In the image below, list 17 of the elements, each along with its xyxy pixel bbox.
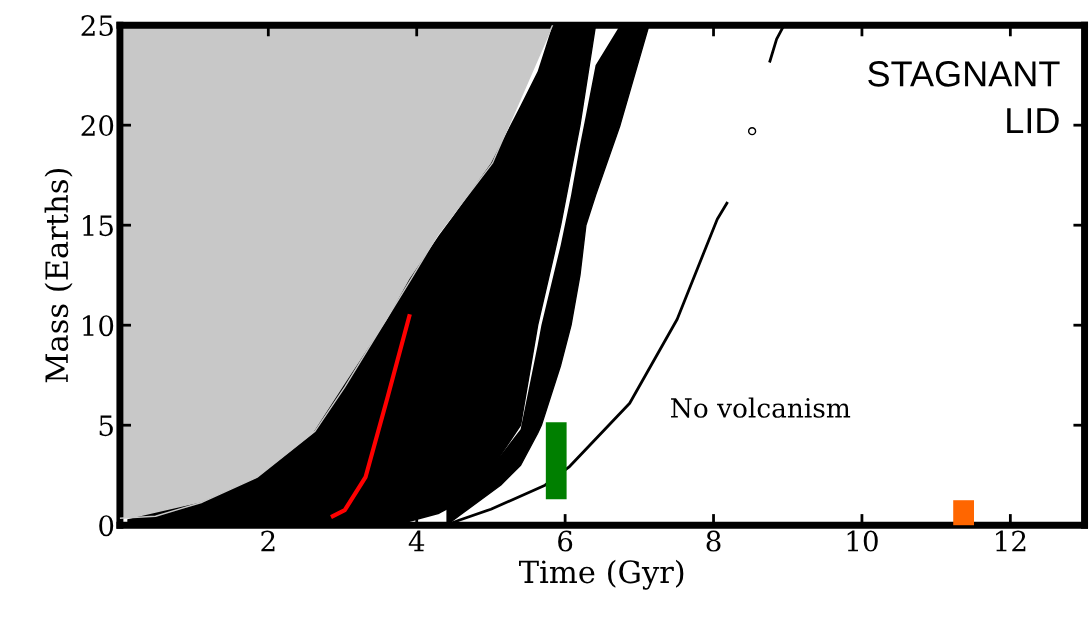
x-axis-title: Time (Gyr) xyxy=(519,559,684,590)
y-tick-label: 15 xyxy=(83,215,113,237)
line-series xyxy=(330,314,412,519)
x-tick-label: 6 xyxy=(558,530,573,552)
x-tick-label: 10 xyxy=(847,530,878,552)
y-axis-title: Mass (Earths) xyxy=(44,169,73,383)
y-tick-label: 10 xyxy=(83,315,114,337)
y-tick-label: 0 xyxy=(99,515,114,537)
y-tick-label: 25 xyxy=(81,15,113,37)
annotation: No volcanism xyxy=(671,397,851,418)
annotation: STAGNANT LID xyxy=(868,61,1060,134)
x-tick-label: 2 xyxy=(261,530,275,552)
y-tick-label: 5 xyxy=(99,415,113,437)
x-tick-label: 8 xyxy=(706,530,721,552)
y-tick-label: 20 xyxy=(81,115,114,137)
x-tick-label: 12 xyxy=(996,530,1026,552)
x-tick-label: 4 xyxy=(408,530,425,552)
